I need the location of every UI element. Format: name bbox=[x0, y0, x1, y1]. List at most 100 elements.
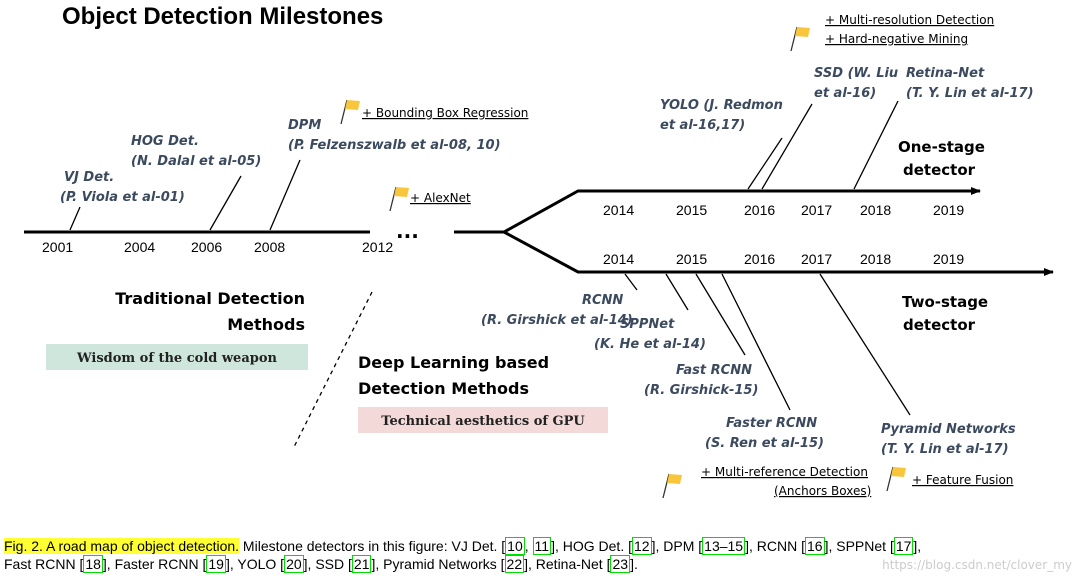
vj-detector-ref: (P. Viola et al-01) bbox=[60, 190, 185, 205]
fast-rcnn-detector-ref: (R. Girshick-15) bbox=[644, 383, 758, 398]
caption-name: HOG Det. bbox=[562, 538, 625, 554]
two-stage-label-sub: detector bbox=[903, 316, 976, 334]
caption-name: SSD bbox=[315, 556, 345, 572]
year-label: 2008 bbox=[254, 239, 285, 255]
fpn-detector-name: Pyramid Networks bbox=[881, 422, 1016, 437]
milestone-hard-negative: + Hard-negative Mining bbox=[825, 32, 968, 46]
faster-rcnn-detector-ref: (S. Ren et al-15) bbox=[705, 436, 824, 451]
fpn-detector-ref: (T. Y. Lin et al-17) bbox=[881, 442, 1009, 457]
two-stage-label: Two-stage bbox=[902, 293, 988, 311]
ref-link[interactable]: 19 bbox=[206, 555, 226, 573]
retina-detector-name: Retina-Net bbox=[906, 66, 985, 81]
traditional-badge-text: Wisdom of the cold weapon bbox=[76, 351, 277, 366]
flag-icon bbox=[389, 186, 410, 212]
caption-name: DPM bbox=[663, 538, 695, 554]
caption-name: RCNN bbox=[756, 538, 798, 554]
faster-rcnn-detector-name: Faster RCNN bbox=[726, 416, 817, 431]
ref-link[interactable]: 11 bbox=[532, 537, 552, 555]
rcnn-pointer bbox=[624, 273, 638, 291]
hog-pointer bbox=[209, 175, 242, 231]
dpm-detector-ref: (P. Felzenszwalb et al-08, 10) bbox=[288, 138, 501, 153]
year-label: 2017 bbox=[801, 202, 832, 218]
caption-name: Retina-Net bbox=[535, 556, 603, 572]
vj-pointer bbox=[69, 206, 81, 231]
dpm-pointer bbox=[269, 159, 301, 231]
year-label: 2019 bbox=[933, 251, 964, 267]
yolo-detector-ref: et al-16,17) bbox=[660, 118, 745, 133]
vj-detector-name: VJ Det. bbox=[64, 170, 114, 185]
traditional-heading: Traditional Detection bbox=[115, 289, 305, 308]
flag-icon bbox=[886, 466, 907, 492]
ref-link[interactable]: 16 bbox=[805, 537, 825, 555]
caption-text: Milestone detectors in this figure: VJ D… bbox=[239, 538, 502, 554]
figure-caption-line1: Fig. 2. A road map of object detection. … bbox=[4, 537, 922, 555]
one-stage-branch bbox=[503, 187, 981, 234]
year-label: 2014 bbox=[603, 251, 634, 267]
year-label: 2014 bbox=[603, 202, 634, 218]
flag-icon bbox=[340, 99, 361, 125]
ref-link[interactable]: 23 bbox=[610, 555, 631, 573]
faster-rcnn-pointer bbox=[721, 273, 791, 411]
yolo-pointer bbox=[747, 137, 783, 190]
year-label: 2004 bbox=[124, 239, 155, 255]
caption-name: Faster RCNN bbox=[114, 556, 199, 572]
fpn-pointer bbox=[819, 273, 911, 416]
sppnet-pointer bbox=[665, 273, 689, 311]
ssd-detector-name: SSD (W. Liu bbox=[814, 66, 898, 81]
caption-name: Pyramid Networks bbox=[383, 556, 497, 572]
deep-badge-text: Technical aesthetics of GPU bbox=[381, 414, 585, 429]
year-label: 2006 bbox=[191, 239, 222, 255]
ref-link[interactable]: 12 bbox=[632, 537, 652, 555]
ref-link[interactable]: 13–15 bbox=[702, 537, 746, 555]
one-stage-label: One-stage bbox=[898, 138, 985, 156]
year-label: 2015 bbox=[676, 202, 707, 218]
yolo-detector-name: YOLO (J. Redmon bbox=[660, 98, 783, 113]
traditional-badge bbox=[46, 344, 308, 370]
milestone-anchors: (Anchors Boxes) bbox=[774, 484, 871, 498]
ref-link[interactable]: 20 bbox=[284, 555, 304, 573]
milestone-multi-resolution: + Multi-resolution Detection bbox=[825, 13, 994, 27]
caption-label: Fig. 2. A road map of object detection. bbox=[4, 538, 240, 554]
two-stage-branch bbox=[503, 230, 1054, 276]
ref-link[interactable]: 17 bbox=[893, 537, 914, 555]
hog-detector-name: HOG Det. bbox=[131, 134, 199, 149]
year-label: 2015 bbox=[676, 251, 707, 267]
timeline-ellipsis: ... bbox=[396, 219, 419, 243]
caption-name: SPPNet bbox=[836, 538, 887, 554]
sppnet-detector-ref: (K. He et al-14) bbox=[594, 337, 706, 352]
flag-icon bbox=[790, 26, 811, 52]
retina-detector-ref: (T. Y. Lin et al-17) bbox=[906, 86, 1034, 101]
deep-heading-sub: Detection Methods bbox=[358, 379, 529, 398]
year-label: 2016 bbox=[744, 251, 775, 267]
caption-text: Fast RCNN bbox=[4, 556, 80, 572]
year-label: 2018 bbox=[860, 251, 891, 267]
ref-link[interactable]: 18 bbox=[83, 555, 103, 573]
watermark: https://blog.csdn.net/clover_my bbox=[882, 558, 1072, 572]
ssd-pointer bbox=[761, 103, 813, 190]
caption-name: YOLO bbox=[237, 556, 277, 572]
milestone-alexnet: + AlexNet bbox=[410, 191, 471, 205]
year-label: 2001 bbox=[42, 239, 73, 255]
year-label: 2019 bbox=[933, 202, 964, 218]
ref-link[interactable]: 21 bbox=[351, 555, 372, 573]
sppnet-detector-name: SPPNet bbox=[620, 317, 675, 332]
era-divider bbox=[293, 291, 373, 448]
fast-rcnn-pointer bbox=[695, 273, 746, 356]
diagram-title: Object Detection Milestones bbox=[62, 3, 383, 30]
ref-link[interactable]: 22 bbox=[504, 555, 525, 573]
deep-badge bbox=[358, 407, 608, 433]
rcnn-detector-name: RCNN bbox=[582, 293, 623, 308]
year-label: 2018 bbox=[860, 202, 891, 218]
retina-pointer bbox=[853, 100, 899, 190]
year-label: 2016 bbox=[744, 202, 775, 218]
milestone-bbox-regression: + Bounding Box Regression bbox=[362, 106, 528, 120]
ref-link[interactable]: 10 bbox=[505, 537, 525, 555]
figure-caption-line2: Fast RCNN [18], Faster RCNN [19], YOLO [… bbox=[4, 555, 638, 573]
flag-icon bbox=[662, 473, 683, 499]
milestone-feature-fusion: + Feature Fusion bbox=[912, 473, 1013, 487]
detection-roadmap-diagram: Object Detection Milestones ... 2001 200… bbox=[24, 3, 1054, 499]
milestone-multi-reference: + Multi-reference Detection bbox=[701, 465, 868, 479]
deep-heading: Deep Learning based bbox=[358, 353, 549, 372]
fast-rcnn-detector-name: Fast RCNN bbox=[676, 363, 752, 378]
traditional-heading-sub: Methods bbox=[227, 315, 305, 334]
